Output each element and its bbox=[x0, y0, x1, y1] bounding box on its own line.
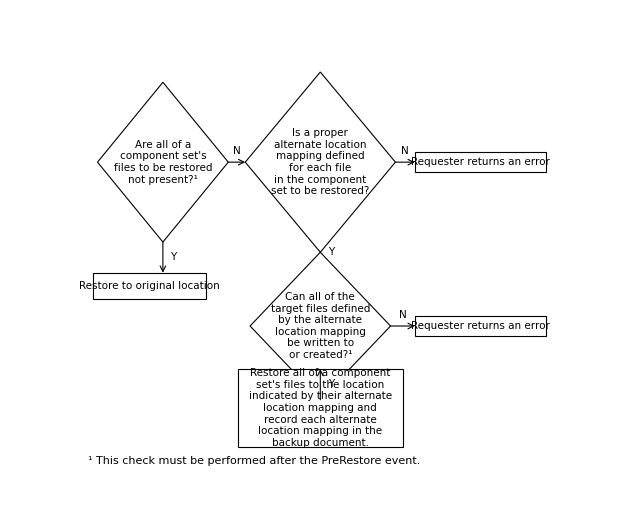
Polygon shape bbox=[245, 72, 396, 252]
Text: Requester returns an error: Requester returns an error bbox=[411, 321, 549, 331]
Text: Can all of the
target files defined
by the alternate
location mapping
be written: Can all of the target files defined by t… bbox=[271, 292, 370, 360]
Text: Y: Y bbox=[328, 247, 334, 257]
Text: ¹ This check must be performed after the PreRestore event.: ¹ This check must be performed after the… bbox=[88, 456, 420, 466]
Text: Restore to original location: Restore to original location bbox=[79, 281, 220, 291]
Text: N: N bbox=[401, 146, 409, 156]
Text: Y: Y bbox=[170, 252, 176, 262]
Bar bbox=[415, 152, 546, 172]
Text: N: N bbox=[399, 310, 406, 320]
Text: Requester returns an error: Requester returns an error bbox=[411, 157, 549, 167]
Bar bbox=[415, 316, 546, 336]
Text: Restore all of a component
set's files to the location
indicated by their altern: Restore all of a component set's files t… bbox=[249, 368, 392, 448]
Bar bbox=[92, 273, 206, 300]
Polygon shape bbox=[250, 252, 391, 400]
Text: N: N bbox=[233, 146, 241, 156]
Text: Is a proper
alternate location
mapping defined
for each file
in the component
se: Is a proper alternate location mapping d… bbox=[271, 128, 369, 196]
Text: Are all of a
component set's
files to be restored
not present?¹: Are all of a component set's files to be… bbox=[114, 140, 212, 185]
Polygon shape bbox=[98, 82, 228, 242]
Bar bbox=[238, 369, 402, 447]
Text: Y: Y bbox=[328, 379, 334, 389]
